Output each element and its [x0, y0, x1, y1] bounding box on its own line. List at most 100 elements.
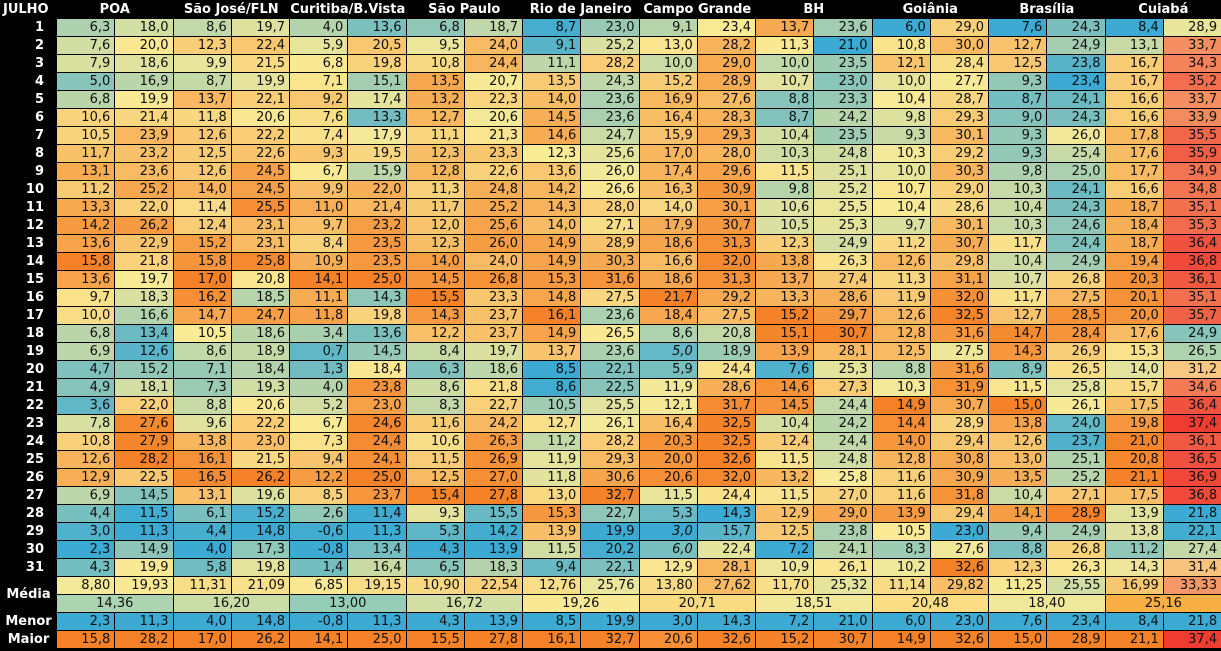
max-temp-cell: 20,6: [230, 108, 291, 127]
max-temp-cell: 25,4: [1046, 144, 1106, 163]
min-temp-cell: 14,8: [522, 288, 582, 307]
max-temp-cell: 21,4: [114, 108, 174, 127]
city-header: Goiânia: [871, 0, 990, 19]
max-temp-cell: 27,0: [463, 468, 524, 487]
min-temp-cell: 16,6: [1104, 108, 1164, 127]
min-temp-cell: 10,8: [871, 36, 931, 55]
max-temp-cell: 22,3: [463, 90, 524, 109]
max-temp-cell: 28,1: [813, 342, 873, 361]
min-temp-cell: 21,1: [1104, 468, 1164, 487]
max-temp-cell: 22,1: [580, 360, 640, 379]
min-temp-cell: 12,6: [172, 162, 232, 181]
media-cell: 25,76: [580, 576, 640, 595]
min-temp-cell: 16,6: [638, 252, 698, 271]
min-temp-cell: 11,5: [988, 378, 1048, 397]
maior-row: Maior 15,8 28,2 17,0 26,2 14,1 25,0 15,5 27,8 16,…: [0, 630, 1221, 649]
media-cell: 25,32: [813, 576, 873, 595]
max-temp-cell: 11,5: [114, 504, 174, 523]
max-temp-cell: 23,5: [347, 234, 407, 253]
min-temp-cell: 10,0: [638, 54, 698, 73]
day-label: 20: [0, 360, 57, 379]
max-temp-cell: 22,2: [230, 414, 291, 433]
min-temp-cell: 7,8: [55, 414, 116, 433]
min-temp-cell: 10,0: [55, 306, 116, 325]
max-temp-cell: 27,6: [929, 540, 990, 559]
max-temp-cell: 18,9: [696, 342, 757, 361]
min-temp-cell: 11,6: [871, 486, 931, 505]
media-cell: 27,62: [696, 576, 757, 595]
min-temp-cell: 10,4: [988, 198, 1048, 217]
min-temp-cell: 6,7: [289, 414, 349, 433]
max-temp-cell: 36,1: [1162, 432, 1221, 451]
min-temp-cell: 16,9: [638, 90, 698, 109]
max-temp-cell: 28,1: [696, 558, 757, 577]
max-temp-cell: 19,6: [230, 486, 291, 505]
max-temp-cell: 12,6: [114, 342, 174, 361]
max-temp-cell: 19,8: [347, 306, 407, 325]
min-temp-cell: 12,7: [988, 36, 1048, 55]
day-row: 22 3,6 22,0 8,8 20,6 5,2 23,0 8,3 22,7 10,5 25,5 12…: [0, 396, 1221, 415]
maior-cell: 16,1: [522, 630, 582, 649]
media-cell: 8,80: [55, 576, 116, 595]
max-temp-cell: 24,4: [696, 486, 757, 505]
min-temp-cell: 12,1: [871, 54, 931, 73]
min-temp-cell: 2,6: [289, 504, 349, 523]
min-temp-cell: 20,0: [638, 450, 698, 469]
min-temp-cell: 9,2: [289, 90, 349, 109]
max-temp-cell: 15,7: [696, 522, 757, 541]
min-temp-cell: 12,8: [871, 450, 931, 469]
max-temp-cell: 36,8: [1162, 486, 1221, 505]
day-row: 1 6,3 18,0 8,6 19,7 4,0 13,6 6,8 18,7 8,7 23,0 9,1 2…: [0, 18, 1221, 37]
day-row: 17 10,0 16,6 14,7 24,7 11,8 19,8 14,3 23,7 16,1 23…: [0, 306, 1221, 325]
min-temp-cell: 3,0: [638, 522, 698, 541]
min-temp-cell: 17,4: [638, 162, 698, 181]
min-temp-cell: 16,7: [1104, 54, 1164, 73]
min-temp-cell: 20,3: [1104, 270, 1164, 289]
min-temp-cell: 5,3: [638, 504, 698, 523]
max-temp-cell: 22,9: [114, 234, 174, 253]
min-temp-cell: 9,3: [988, 72, 1048, 91]
max-temp-cell: 32,5: [696, 414, 757, 433]
min-temp-cell: 14,9: [522, 234, 582, 253]
min-temp-cell: 5,9: [638, 360, 698, 379]
max-temp-cell: 27,5: [696, 306, 757, 325]
max-temp-cell: 27,7: [929, 72, 990, 91]
max-temp-cell: 22,6: [463, 162, 524, 181]
max-temp-cell: 24,9: [1162, 324, 1221, 343]
max-temp-cell: 36,9: [1162, 468, 1221, 487]
menor-cell: 2,3: [55, 612, 116, 631]
media-cell: 21,09: [230, 576, 291, 595]
max-temp-cell: 26,5: [580, 324, 640, 343]
day-label: 17: [0, 306, 57, 325]
menor-cell: 14,3: [696, 612, 757, 631]
min-temp-cell: 16,3: [638, 180, 698, 199]
max-temp-cell: 18,5: [230, 288, 291, 307]
max-temp-cell: 23,0: [580, 18, 640, 37]
max-temp-cell: 20,8: [230, 270, 291, 289]
max-temp-cell: 31,2: [1162, 360, 1221, 379]
min-temp-cell: 1,3: [289, 360, 349, 379]
max-temp-cell: 14,8: [230, 522, 291, 541]
min-temp-cell: 14,0: [405, 252, 465, 271]
max-temp-cell: 22,2: [230, 126, 291, 145]
max-temp-cell: 28,2: [114, 450, 174, 469]
min-temp-cell: 14,0: [522, 90, 582, 109]
min-temp-cell: 6,8: [289, 54, 349, 73]
min-temp-cell: 11,8: [172, 108, 232, 127]
media-cell: 33,33: [1162, 576, 1221, 595]
max-temp-cell: 23,8: [347, 378, 407, 397]
min-temp-cell: 9,3: [289, 144, 349, 163]
max-temp-cell: 14,9: [114, 540, 174, 559]
min-temp-cell: 13,9: [755, 342, 815, 361]
day-row: 4 5,0 16,9 8,7 19,9 7,1 15,1 13,5 20,7 13,5 24,3 15…: [0, 72, 1221, 91]
min-temp-cell: 10,5: [172, 324, 232, 343]
min-temp-cell: 14,9: [522, 324, 582, 343]
max-temp-cell: 30,6: [580, 468, 640, 487]
min-temp-cell: 13,1: [172, 486, 232, 505]
max-temp-cell: 31,6: [929, 324, 990, 343]
min-temp-cell: 5,3: [405, 522, 465, 541]
menor-cell: 13,9: [463, 612, 524, 631]
min-temp-cell: 6,8: [55, 324, 116, 343]
max-temp-cell: 28,5: [1046, 306, 1106, 325]
min-temp-cell: 6,3: [55, 18, 116, 37]
